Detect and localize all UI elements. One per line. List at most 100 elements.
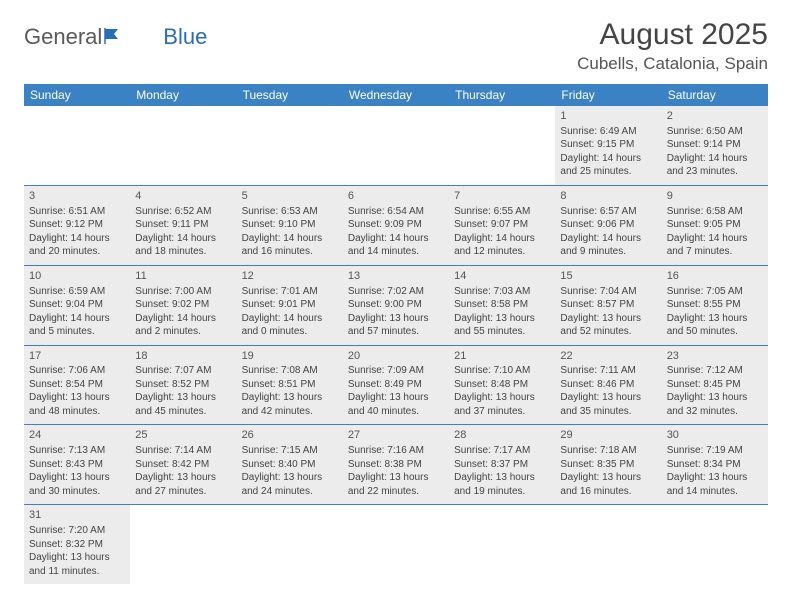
calendar-cell [449,505,555,584]
day-number: 19 [242,349,338,364]
day-detail-line: and 9 minutes. [560,245,656,259]
day-number: 8 [560,189,656,204]
day-detail-line: Sunrise: 7:03 AM [454,285,550,299]
day-detail-line: Sunrise: 6:59 AM [29,285,125,299]
day-detail-line: Daylight: 14 hours [560,232,656,246]
day-detail-line: Sunset: 8:46 PM [560,378,656,392]
day-detail-line: and 11 minutes. [29,565,125,579]
calendar-cell: 3Sunrise: 6:51 AMSunset: 9:12 PMDaylight… [24,185,130,265]
day-detail-line: Sunset: 9:02 PM [135,298,231,312]
calendar-week-row: 24Sunrise: 7:13 AMSunset: 8:43 PMDayligh… [24,425,768,505]
weekday-header: Thursday [449,84,555,106]
calendar-cell: 2Sunrise: 6:50 AMSunset: 9:14 PMDaylight… [662,106,768,185]
calendar-cell: 30Sunrise: 7:19 AMSunset: 8:34 PMDayligh… [662,425,768,505]
day-detail-line: and 48 minutes. [29,405,125,419]
day-detail-line: Sunset: 9:01 PM [242,298,338,312]
day-number: 24 [29,428,125,443]
day-detail-line: and 19 minutes. [454,485,550,499]
day-detail-line: Daylight: 14 hours [242,312,338,326]
calendar-cell: 16Sunrise: 7:05 AMSunset: 8:55 PMDayligh… [662,265,768,345]
day-detail-line: Daylight: 13 hours [348,471,444,485]
day-number: 12 [242,269,338,284]
day-detail-line: Sunrise: 7:01 AM [242,285,338,299]
logo: GeneralBlue [24,24,207,50]
day-number: 15 [560,269,656,284]
day-detail-line: Sunrise: 6:50 AM [667,125,763,139]
calendar-week-row: 1Sunrise: 6:49 AMSunset: 9:15 PMDaylight… [24,106,768,185]
calendar-cell [662,505,768,584]
day-detail-line: Sunset: 8:38 PM [348,458,444,472]
day-detail-line: Daylight: 13 hours [135,471,231,485]
day-detail-line: Daylight: 14 hours [667,152,763,166]
day-detail-line: and 32 minutes. [667,405,763,419]
day-detail-line: Sunset: 8:40 PM [242,458,338,472]
day-number: 13 [348,269,444,284]
day-detail-line: Sunset: 8:34 PM [667,458,763,472]
calendar-week-row: 17Sunrise: 7:06 AMSunset: 8:54 PMDayligh… [24,345,768,425]
day-detail-line: and 25 minutes. [560,165,656,179]
day-detail-line: and 22 minutes. [348,485,444,499]
day-detail-line: Sunrise: 7:16 AM [348,444,444,458]
day-detail-line: Sunrise: 7:09 AM [348,364,444,378]
day-detail-line: Sunrise: 6:55 AM [454,205,550,219]
calendar-cell: 21Sunrise: 7:10 AMSunset: 8:48 PMDayligh… [449,345,555,425]
day-detail-line: Sunset: 8:49 PM [348,378,444,392]
day-detail-line: Sunset: 8:48 PM [454,378,550,392]
calendar-cell: 15Sunrise: 7:04 AMSunset: 8:57 PMDayligh… [555,265,661,345]
day-detail-line: Daylight: 14 hours [242,232,338,246]
calendar-cell: 14Sunrise: 7:03 AMSunset: 8:58 PMDayligh… [449,265,555,345]
flag-icon [104,24,124,50]
day-detail-line: Sunset: 8:52 PM [135,378,231,392]
calendar-cell [449,106,555,185]
day-detail-line: Daylight: 13 hours [560,391,656,405]
day-detail-line: Sunrise: 7:15 AM [242,444,338,458]
day-detail-line: and 2 minutes. [135,325,231,339]
calendar-cell: 13Sunrise: 7:02 AMSunset: 9:00 PMDayligh… [343,265,449,345]
day-detail-line: Daylight: 14 hours [454,232,550,246]
calendar-cell [343,505,449,584]
calendar-cell: 6Sunrise: 6:54 AMSunset: 9:09 PMDaylight… [343,185,449,265]
calendar-cell: 25Sunrise: 7:14 AMSunset: 8:42 PMDayligh… [130,425,236,505]
weekday-row: Sunday Monday Tuesday Wednesday Thursday… [24,84,768,106]
calendar-cell: 28Sunrise: 7:17 AMSunset: 8:37 PMDayligh… [449,425,555,505]
calendar-cell [237,106,343,185]
day-detail-line: Sunrise: 7:20 AM [29,524,125,538]
day-detail-line: Sunset: 8:37 PM [454,458,550,472]
day-detail-line: Sunset: 8:58 PM [454,298,550,312]
calendar-cell: 1Sunrise: 6:49 AMSunset: 9:15 PMDaylight… [555,106,661,185]
day-detail-line: Sunrise: 6:49 AM [560,125,656,139]
day-detail-line: and 23 minutes. [667,165,763,179]
calendar-week-row: 3Sunrise: 6:51 AMSunset: 9:12 PMDaylight… [24,185,768,265]
day-detail-line: Sunset: 9:12 PM [29,218,125,232]
day-detail-line: Daylight: 13 hours [454,391,550,405]
day-detail-line: Sunrise: 7:13 AM [29,444,125,458]
day-detail-line: and 57 minutes. [348,325,444,339]
day-detail-line: Sunrise: 7:04 AM [560,285,656,299]
day-detail-line: Sunrise: 7:10 AM [454,364,550,378]
day-detail-line: Daylight: 13 hours [29,471,125,485]
calendar-body: 1Sunrise: 6:49 AMSunset: 9:15 PMDaylight… [24,106,768,584]
calendar-cell [24,106,130,185]
day-detail-line: Sunset: 8:54 PM [29,378,125,392]
calendar-cell: 7Sunrise: 6:55 AMSunset: 9:07 PMDaylight… [449,185,555,265]
day-detail-line: Sunrise: 7:17 AM [454,444,550,458]
weekday-header: Sunday [24,84,130,106]
day-detail-line: Sunset: 9:15 PM [560,138,656,152]
day-number: 21 [454,349,550,364]
calendar-cell [343,106,449,185]
day-detail-line: Daylight: 13 hours [667,471,763,485]
day-detail-line: Sunset: 8:42 PM [135,458,231,472]
weekday-header: Saturday [662,84,768,106]
day-detail-line: Daylight: 13 hours [242,391,338,405]
calendar-cell: 29Sunrise: 7:18 AMSunset: 8:35 PMDayligh… [555,425,661,505]
header: GeneralBlue August 2025 Cubells, Catalon… [24,18,768,74]
day-number: 18 [135,349,231,364]
day-detail-line: Sunrise: 6:51 AM [29,205,125,219]
day-detail-line: Sunrise: 7:12 AM [667,364,763,378]
day-number: 27 [348,428,444,443]
day-detail-line: Sunset: 9:00 PM [348,298,444,312]
calendar-cell: 10Sunrise: 6:59 AMSunset: 9:04 PMDayligh… [24,265,130,345]
day-detail-line: Sunrise: 6:52 AM [135,205,231,219]
calendar-cell: 18Sunrise: 7:07 AMSunset: 8:52 PMDayligh… [130,345,236,425]
calendar-week-row: 10Sunrise: 6:59 AMSunset: 9:04 PMDayligh… [24,265,768,345]
